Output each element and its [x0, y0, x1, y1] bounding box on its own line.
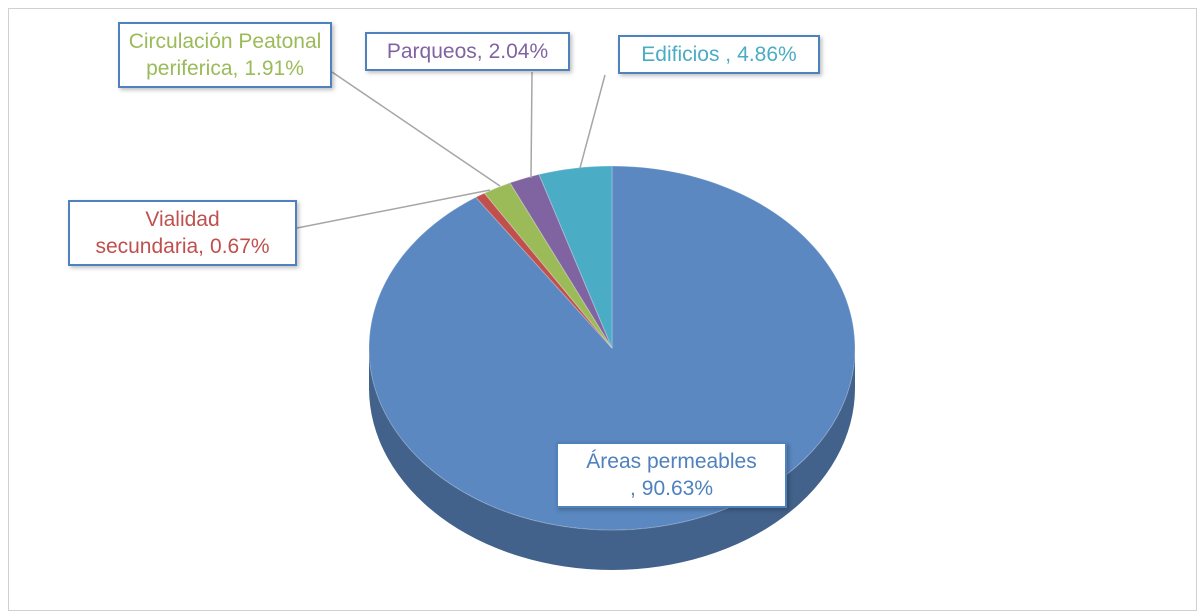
leader-line	[331, 71, 501, 187]
value-label: 1.91%	[244, 57, 304, 80]
slice	[483, 182, 613, 349]
slice	[509, 173, 613, 349]
leader-lines	[296, 71, 606, 229]
leader-line	[296, 189, 491, 229]
category-name: Circulación Peatonal periferica,	[128, 30, 322, 80]
slice-side	[369, 348, 855, 570]
data-label: Vialidad secundaria, 0.67%	[68, 200, 297, 266]
slice	[368, 165, 856, 531]
category-name: Áreas permeables ,	[586, 450, 757, 500]
slice	[538, 165, 613, 349]
data-label: Circulación Peatonal periferica, 1.91%	[118, 22, 332, 88]
category-name: Parqueos,	[386, 40, 483, 63]
leader-line	[530, 71, 533, 179]
value-label: 2.04%	[488, 40, 549, 63]
leader-line	[579, 74, 606, 169]
data-label: Parqueos, 2.04%	[365, 32, 570, 71]
value-label: 4.86%	[737, 43, 797, 66]
data-label: Áreas permeables , 90.63%	[556, 442, 787, 508]
category-name: Vialidad secundaria,	[95, 208, 220, 258]
data-label: Edificios , 4.86%	[618, 35, 820, 74]
category-name: Edificios ,	[641, 43, 732, 66]
slice	[474, 192, 613, 349]
value-label: 90.63%	[641, 477, 714, 500]
value-label: 0.67%	[210, 235, 270, 258]
